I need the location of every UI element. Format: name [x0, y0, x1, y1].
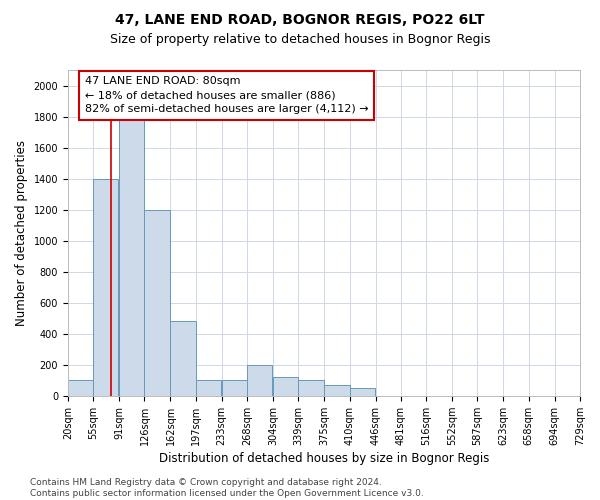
- Bar: [145, 210, 170, 396]
- X-axis label: Distribution of detached houses by size in Bognor Regis: Distribution of detached houses by size …: [159, 452, 489, 465]
- Bar: [196, 380, 221, 396]
- Text: Contains HM Land Registry data © Crown copyright and database right 2024.
Contai: Contains HM Land Registry data © Crown c…: [30, 478, 424, 498]
- Bar: [119, 116, 145, 396]
- Bar: [325, 385, 350, 396]
- Text: 47, LANE END ROAD, BOGNOR REGIS, PO22 6LT: 47, LANE END ROAD, BOGNOR REGIS, PO22 6L…: [115, 12, 485, 26]
- Bar: [222, 380, 247, 396]
- Bar: [170, 322, 196, 396]
- Y-axis label: Number of detached properties: Number of detached properties: [15, 140, 28, 326]
- Text: Size of property relative to detached houses in Bognor Regis: Size of property relative to detached ho…: [110, 32, 490, 46]
- Bar: [93, 178, 118, 396]
- Bar: [68, 380, 93, 396]
- Bar: [298, 380, 323, 396]
- Bar: [350, 388, 375, 396]
- Bar: [247, 365, 272, 396]
- Text: 47 LANE END ROAD: 80sqm
← 18% of detached houses are smaller (886)
82% of semi-d: 47 LANE END ROAD: 80sqm ← 18% of detache…: [85, 76, 368, 114]
- Bar: [273, 377, 298, 396]
